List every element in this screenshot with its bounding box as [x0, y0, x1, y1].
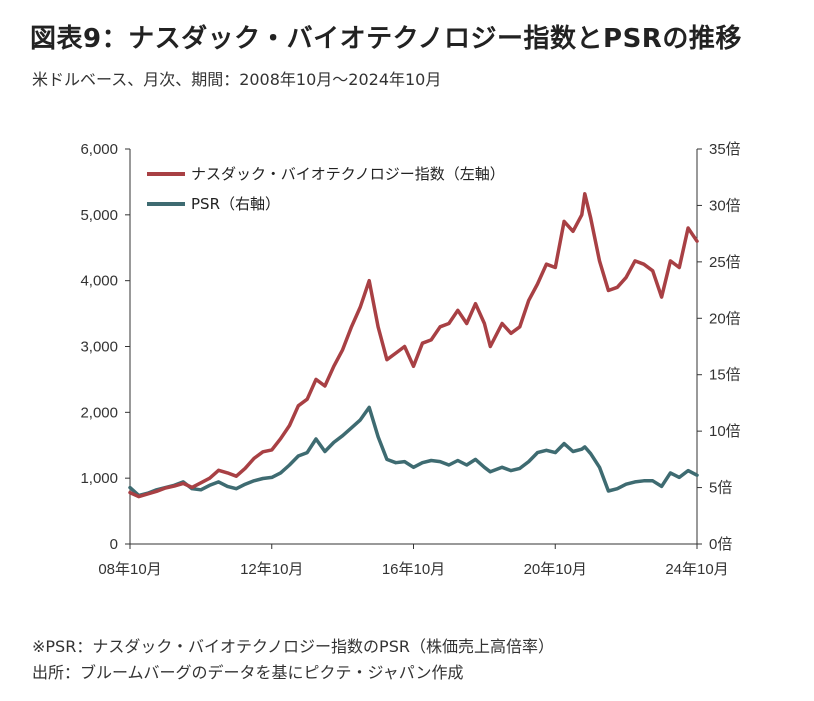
legend-label: PSR（右軸）	[191, 195, 280, 213]
left-tick-label: 1,000	[80, 470, 118, 487]
x-tick-label: 08年10月	[98, 561, 161, 578]
x-tick-label: 24年10月	[665, 561, 728, 578]
chart-subtitle: 米ドルベース、月次、期間：2008年10月～2024年10月	[32, 70, 442, 89]
right-tick-label: 0倍	[709, 536, 732, 553]
right-tick-label: 35倍	[709, 141, 741, 158]
notes: ※PSR：ナスダック・バイオテクノロジー指数のPSR（株価売上高倍率） 出所：ブ…	[32, 634, 554, 686]
x-tick-label: 20年10月	[524, 561, 587, 578]
right-tick-label: 10倍	[709, 423, 741, 440]
note-source: 出所：ブルームバーグのデータを基にピクテ・ジャパン作成	[32, 663, 464, 682]
left-tick-label: 5,000	[80, 207, 118, 224]
right-tick-label: 30倍	[709, 197, 741, 214]
series-layer	[128, 192, 699, 499]
x-tick-label: 16年10月	[382, 561, 445, 578]
right-tick-label: 25倍	[709, 254, 741, 271]
psr-series-line	[128, 405, 699, 498]
note-psr: ※PSR：ナスダック・バイオテクノロジー指数のPSR（株価売上高倍率）	[32, 637, 554, 656]
axes: 0 1,000 2,000 3,000 4,000 5,000 6,000 0倍 5倍 10倍 15…	[80, 141, 740, 578]
legend: ナスダック・バイオテクノロジー指数（左軸） PSR（右軸）	[147, 165, 505, 213]
chart-title: 図表9：ナスダック・バイオテクノロジー指数とPSRの推移	[30, 24, 742, 54]
left-tick-label: 6,000	[80, 141, 118, 158]
right-tick-label: 5倍	[709, 480, 732, 497]
right-tick-label: 20倍	[709, 310, 741, 327]
left-tick-label: 0	[110, 536, 118, 553]
x-tick-label: 12年10月	[240, 561, 303, 578]
left-tick-label: 2,000	[80, 404, 118, 421]
left-tick-label: 3,000	[80, 339, 118, 356]
legend-label: ナスダック・バイオテクノロジー指数（左軸）	[191, 165, 505, 183]
index-series-line	[128, 192, 699, 499]
right-tick-label: 15倍	[709, 367, 741, 384]
left-tick-label: 4,000	[80, 273, 118, 290]
